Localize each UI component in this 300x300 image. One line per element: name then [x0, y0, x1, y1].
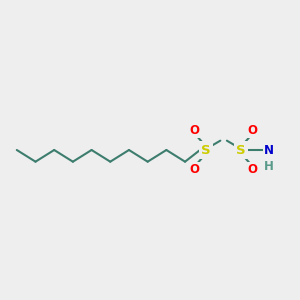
- Text: O: O: [248, 163, 258, 176]
- Text: S: S: [201, 143, 211, 157]
- Text: O: O: [248, 124, 258, 137]
- Text: H: H: [264, 160, 274, 173]
- Text: S: S: [236, 143, 246, 157]
- Text: N: N: [264, 143, 274, 157]
- Text: O: O: [189, 163, 200, 176]
- Text: O: O: [189, 124, 200, 137]
